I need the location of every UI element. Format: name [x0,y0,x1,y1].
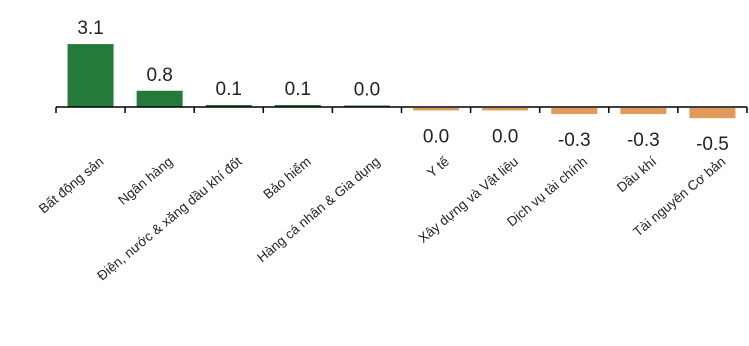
bar [413,108,460,111]
bar [67,44,114,107]
data-label: -0.3 [627,130,660,151]
bar [205,104,252,107]
bar [274,104,321,107]
data-label: 3.1 [77,18,103,39]
data-label: 0.1 [216,79,242,100]
category-label: Dầu khí [614,154,659,196]
category-label: Y tế [424,153,452,180]
x-axis-ticks [55,107,748,113]
bar [136,90,183,107]
category-label: Điện, nước & xăng dầu khí đốt [94,154,245,284]
data-label: 0.8 [146,65,172,86]
data-label: 0.1 [285,79,311,100]
category-label: Ngân hàng [115,154,175,208]
data-label: -0.5 [696,134,729,155]
category-label: Bảo hiểm [260,154,313,202]
category-label: Bất động sản [36,154,107,217]
data-label: 0.0 [492,126,518,147]
bar [482,108,529,111]
bar [551,108,598,115]
data-labels: 3.1 0.8 0.1 0.1 0.0 0.0 0.0 -0.3 -0.3 -0.5 [77,18,728,155]
data-label: 0.0 [423,126,449,147]
data-label: -0.3 [558,130,591,151]
category-label: Hàng cá nhân & Gia dụng [254,154,383,265]
data-label: 0.0 [354,80,380,101]
bar [689,108,736,119]
bar [620,108,667,115]
